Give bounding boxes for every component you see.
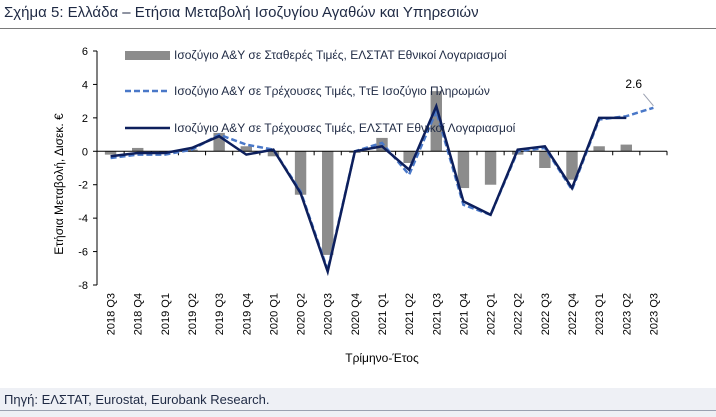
- bar: [430, 91, 442, 152]
- x-tick-label: 2021 Q3: [431, 293, 443, 335]
- x-tick-label: 2022 Q2: [513, 293, 525, 335]
- x-tick-label: 2018 Q4: [133, 293, 145, 335]
- y-tick-label: -2: [78, 180, 88, 192]
- bar: [267, 151, 280, 157]
- title-divider: [0, 28, 716, 29]
- x-tick-label: 2020 Q4: [350, 293, 362, 335]
- bar: [484, 151, 497, 185]
- x-tick-label: 2019 Q2: [187, 293, 199, 335]
- bar: [593, 146, 605, 152]
- legend-label: Ισοζύγιο Α&Υ σε Σταθερές Τιμές, ΕΛΣΤΑΤ Ε…: [174, 48, 507, 62]
- chart-title: Σχήμα 5: Ελλάδα – Ετήσια Μεταβολή Ισοζυγ…: [4, 4, 479, 21]
- chart-panel: -8 -6 -4 -2 0 2 4 6 2018 Q3 2018 Q4 2019 Q1 2019 Q…: [0, 29, 716, 388]
- x-axis-label: Τρίμηνο-Έτος: [345, 351, 419, 365]
- y-tick-label: 6: [82, 46, 88, 58]
- y-tick-label: -6: [78, 247, 88, 259]
- bar: [104, 151, 117, 155]
- x-axis: 2018 Q3 2018 Q4 2019 Q1 2019 Q2 2019 Q3 2019 …: [96, 150, 668, 335]
- annotation-leader: [643, 93, 654, 107]
- x-tick-label: 2020 Q1: [268, 293, 280, 335]
- bar: [457, 151, 470, 189]
- source-note: Πηγή: ΕΛΣΤΑΤ, Eurostat, Eurobank Researc…: [4, 392, 270, 407]
- x-tick-label: 2023 Q1: [594, 293, 606, 335]
- x-tick-label: 2020 Q2: [296, 293, 308, 335]
- x-tick-label: 2021 Q1: [377, 293, 389, 335]
- x-tick-label: 2022 Q3: [540, 293, 552, 335]
- annotation-label: 2.6: [625, 77, 642, 91]
- bar: [294, 151, 307, 195]
- x-tick-label: 2021 Q4: [458, 293, 470, 335]
- x-tick-label: 2023 Q2: [621, 293, 633, 335]
- source-band: [0, 388, 716, 417]
- series-line-national-accounts: [110, 102, 627, 277]
- bar: [213, 132, 225, 152]
- legend-label: Ισοζύγιο Α&Υ σε Τρέχουσες Τιμές, ΤτΕ Ισο…: [174, 84, 490, 98]
- y-tick-label: 0: [82, 146, 88, 158]
- annotations: 2.6: [625, 77, 654, 107]
- bar: [240, 146, 252, 152]
- legend-label: Ισοζύγιο Α&Υ σε Τρέχουσες Τιμές, ΕΛΣΤΑΤ …: [174, 121, 516, 135]
- chart: -8 -6 -4 -2 0 2 4 6 2018 Q3 2018 Q4 2019 Q1 2019 Q…: [52, 46, 668, 365]
- y-tick-label: 4: [82, 79, 88, 91]
- bar: [566, 151, 578, 180]
- y-axis-label: Ετήσια Μεταβολή, Δισεκ. €: [52, 113, 66, 255]
- x-tick-label: 2019 Q1: [160, 293, 172, 335]
- y-tick-label: -8: [78, 280, 88, 292]
- bar: [322, 151, 334, 255]
- y-tick-label: 2: [82, 113, 88, 125]
- line-series: [110, 102, 654, 277]
- bottom-divider: [0, 410, 716, 411]
- y-tick-label: -4: [78, 213, 88, 225]
- bar-series: [104, 91, 632, 255]
- bar: [132, 147, 144, 152]
- x-tick-label: 2019 Q3: [214, 293, 226, 335]
- x-tick-label: 2021 Q2: [404, 293, 416, 335]
- x-tick-label: 2022 Q1: [486, 293, 498, 335]
- y-axis: -8 -6 -4 -2 0 2 4 6: [78, 46, 98, 292]
- bar: [620, 144, 632, 152]
- x-tick-label: 2018 Q3: [106, 293, 118, 335]
- x-tick-label: 2022 Q4: [567, 293, 579, 335]
- x-tick-label: 2023 Q3: [648, 293, 660, 335]
- bar: [539, 151, 551, 168]
- x-tick-label: 2020 Q3: [323, 293, 335, 335]
- legend-swatch-bar: [125, 51, 170, 60]
- bar: [403, 151, 415, 163]
- x-tick-label: 2019 Q4: [241, 293, 253, 335]
- legend: Ισοζύγιο Α&Υ σε Σταθερές Τιμές, ΕΛΣΤΑΤ Ε…: [125, 48, 516, 135]
